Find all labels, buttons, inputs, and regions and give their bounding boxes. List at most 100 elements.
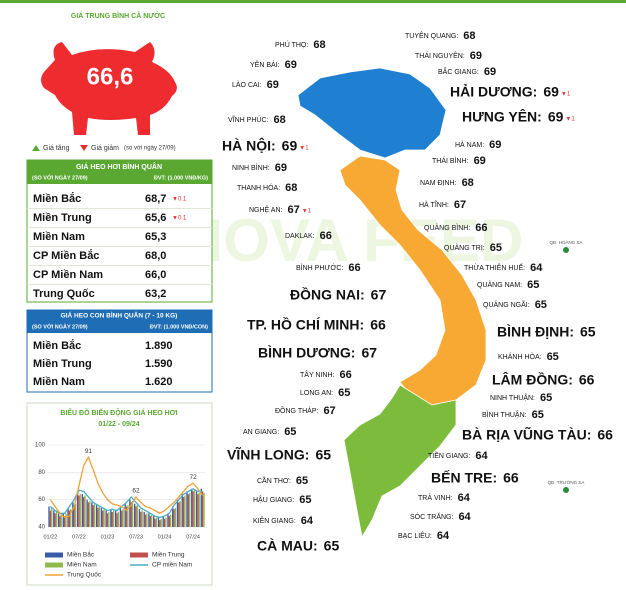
- province-price: 65: [324, 538, 340, 554]
- bar: [67, 507, 69, 527]
- bar: [74, 503, 77, 527]
- province-price: 65: [490, 242, 502, 254]
- bar: [138, 509, 141, 527]
- bar: [98, 506, 100, 527]
- bar: [131, 501, 134, 527]
- province-price: 69: [275, 162, 287, 174]
- bar: [182, 496, 185, 527]
- hoang-sa-dot: [563, 247, 569, 253]
- row-value: 63,2: [145, 288, 166, 300]
- bar: [173, 509, 175, 527]
- province-price: 69: [282, 138, 298, 154]
- province-name: THÁI BÌNH:: [432, 156, 469, 165]
- bar: [198, 492, 200, 527]
- pig-icon: [41, 42, 177, 135]
- chart-title: BIỂU ĐỒ BIẾN ĐỘNG GIÁ HEO HƠI: [60, 407, 177, 417]
- province-name: BÌNH ĐỊNH:: [497, 324, 574, 340]
- province-price: 65: [284, 426, 296, 438]
- bar: [133, 503, 136, 527]
- line-series: [49, 455, 204, 519]
- x-tick-label: 01/22: [43, 534, 57, 540]
- bar: [121, 510, 123, 527]
- province-price: 66: [340, 369, 352, 381]
- header-title: GIÁ TRUNG BÌNH CẢ NƯỚC: [71, 11, 165, 20]
- province-price: 69: [543, 84, 559, 100]
- province-name: VĨNH PHÚC:: [228, 115, 269, 124]
- bar: [122, 509, 124, 527]
- bar: [117, 511, 120, 527]
- bar: [129, 499, 131, 527]
- bar: [195, 491, 198, 527]
- legend-label: Miền Trung: [152, 550, 185, 559]
- north-region: [297, 67, 447, 159]
- bar: [140, 511, 142, 527]
- bar: [159, 520, 161, 527]
- province-name: YÊN BÁI:: [250, 60, 280, 69]
- bar: [54, 513, 56, 527]
- province-price: 66: [503, 470, 519, 486]
- piglet-table-title: GIÁ HEO CON BÌNH QUÂN (7 - 10 KG): [61, 311, 178, 320]
- province-price: 65: [532, 409, 544, 421]
- y-tick-label: 40: [38, 525, 45, 531]
- province-name: THANH HÓA:: [237, 183, 280, 192]
- province-name: THÁI NGUYÊN:: [415, 51, 465, 60]
- bar: [136, 505, 139, 527]
- province-price: 68: [273, 114, 285, 126]
- bar: [149, 516, 151, 527]
- bar: [197, 494, 199, 527]
- x-tick-label: 07/24: [186, 534, 200, 540]
- province-price: 67: [371, 287, 387, 303]
- live-table-unit: ĐVT: (1.000 VNĐ/KG): [154, 175, 208, 181]
- row-value: 1.590: [145, 358, 173, 370]
- legend-swatch: [45, 552, 63, 558]
- row-label: CP Miền Nam: [33, 269, 103, 281]
- bar: [62, 513, 64, 527]
- bar: [49, 510, 52, 527]
- legend-down: Giá giảm: [91, 145, 119, 152]
- bar: [169, 514, 172, 527]
- bar: [51, 507, 53, 527]
- row-label: Miền Bắc: [33, 339, 81, 352]
- row-value: 1.620: [145, 376, 173, 388]
- province-name: QUẢNG NAM:: [477, 280, 522, 289]
- piglet-table-note: (SO VỚI NGÀY 27/09): [32, 322, 88, 330]
- island-label: QĐ. TRƯỜNG SA: [548, 479, 585, 485]
- bar: [189, 492, 191, 527]
- bar: [92, 505, 94, 527]
- bar: [59, 516, 61, 527]
- province-name: KIÊN GIANG:: [253, 516, 296, 525]
- row-change: ▼0.1: [172, 216, 187, 222]
- row-value: 1.890: [145, 340, 173, 352]
- bar: [172, 506, 174, 527]
- bar: [168, 516, 170, 527]
- row-label: Miền Nam: [33, 376, 85, 388]
- province-name: HÀ NAM:: [455, 140, 484, 149]
- bar: [119, 507, 122, 527]
- bar: [70, 509, 72, 527]
- bar: [162, 516, 164, 527]
- bar: [116, 513, 118, 527]
- province-price: 66: [348, 262, 360, 274]
- province-price: 66: [370, 317, 386, 333]
- province-price: 66: [597, 427, 613, 443]
- province-name: NGHỆ AN:: [249, 205, 283, 214]
- bar: [102, 510, 104, 527]
- legend-label: Trung Quốc: [67, 570, 102, 579]
- bar: [167, 513, 169, 527]
- map: [297, 67, 569, 539]
- province-name: BÀ RỊA VŨNG TÀU:: [462, 426, 591, 443]
- province-price: 69: [474, 155, 486, 167]
- province-price: 65: [535, 299, 547, 311]
- province-price: 65: [527, 279, 539, 291]
- province-name: BẮC GIANG:: [438, 67, 479, 76]
- bar: [200, 488, 202, 527]
- legend-note: (so với ngày 27/09): [124, 146, 176, 152]
- bar: [127, 505, 129, 527]
- bar: [108, 511, 110, 527]
- bar: [111, 511, 113, 527]
- row-change: ▼0.1: [172, 197, 187, 203]
- bar: [81, 494, 84, 527]
- bar: [155, 517, 158, 527]
- bar: [65, 513, 67, 527]
